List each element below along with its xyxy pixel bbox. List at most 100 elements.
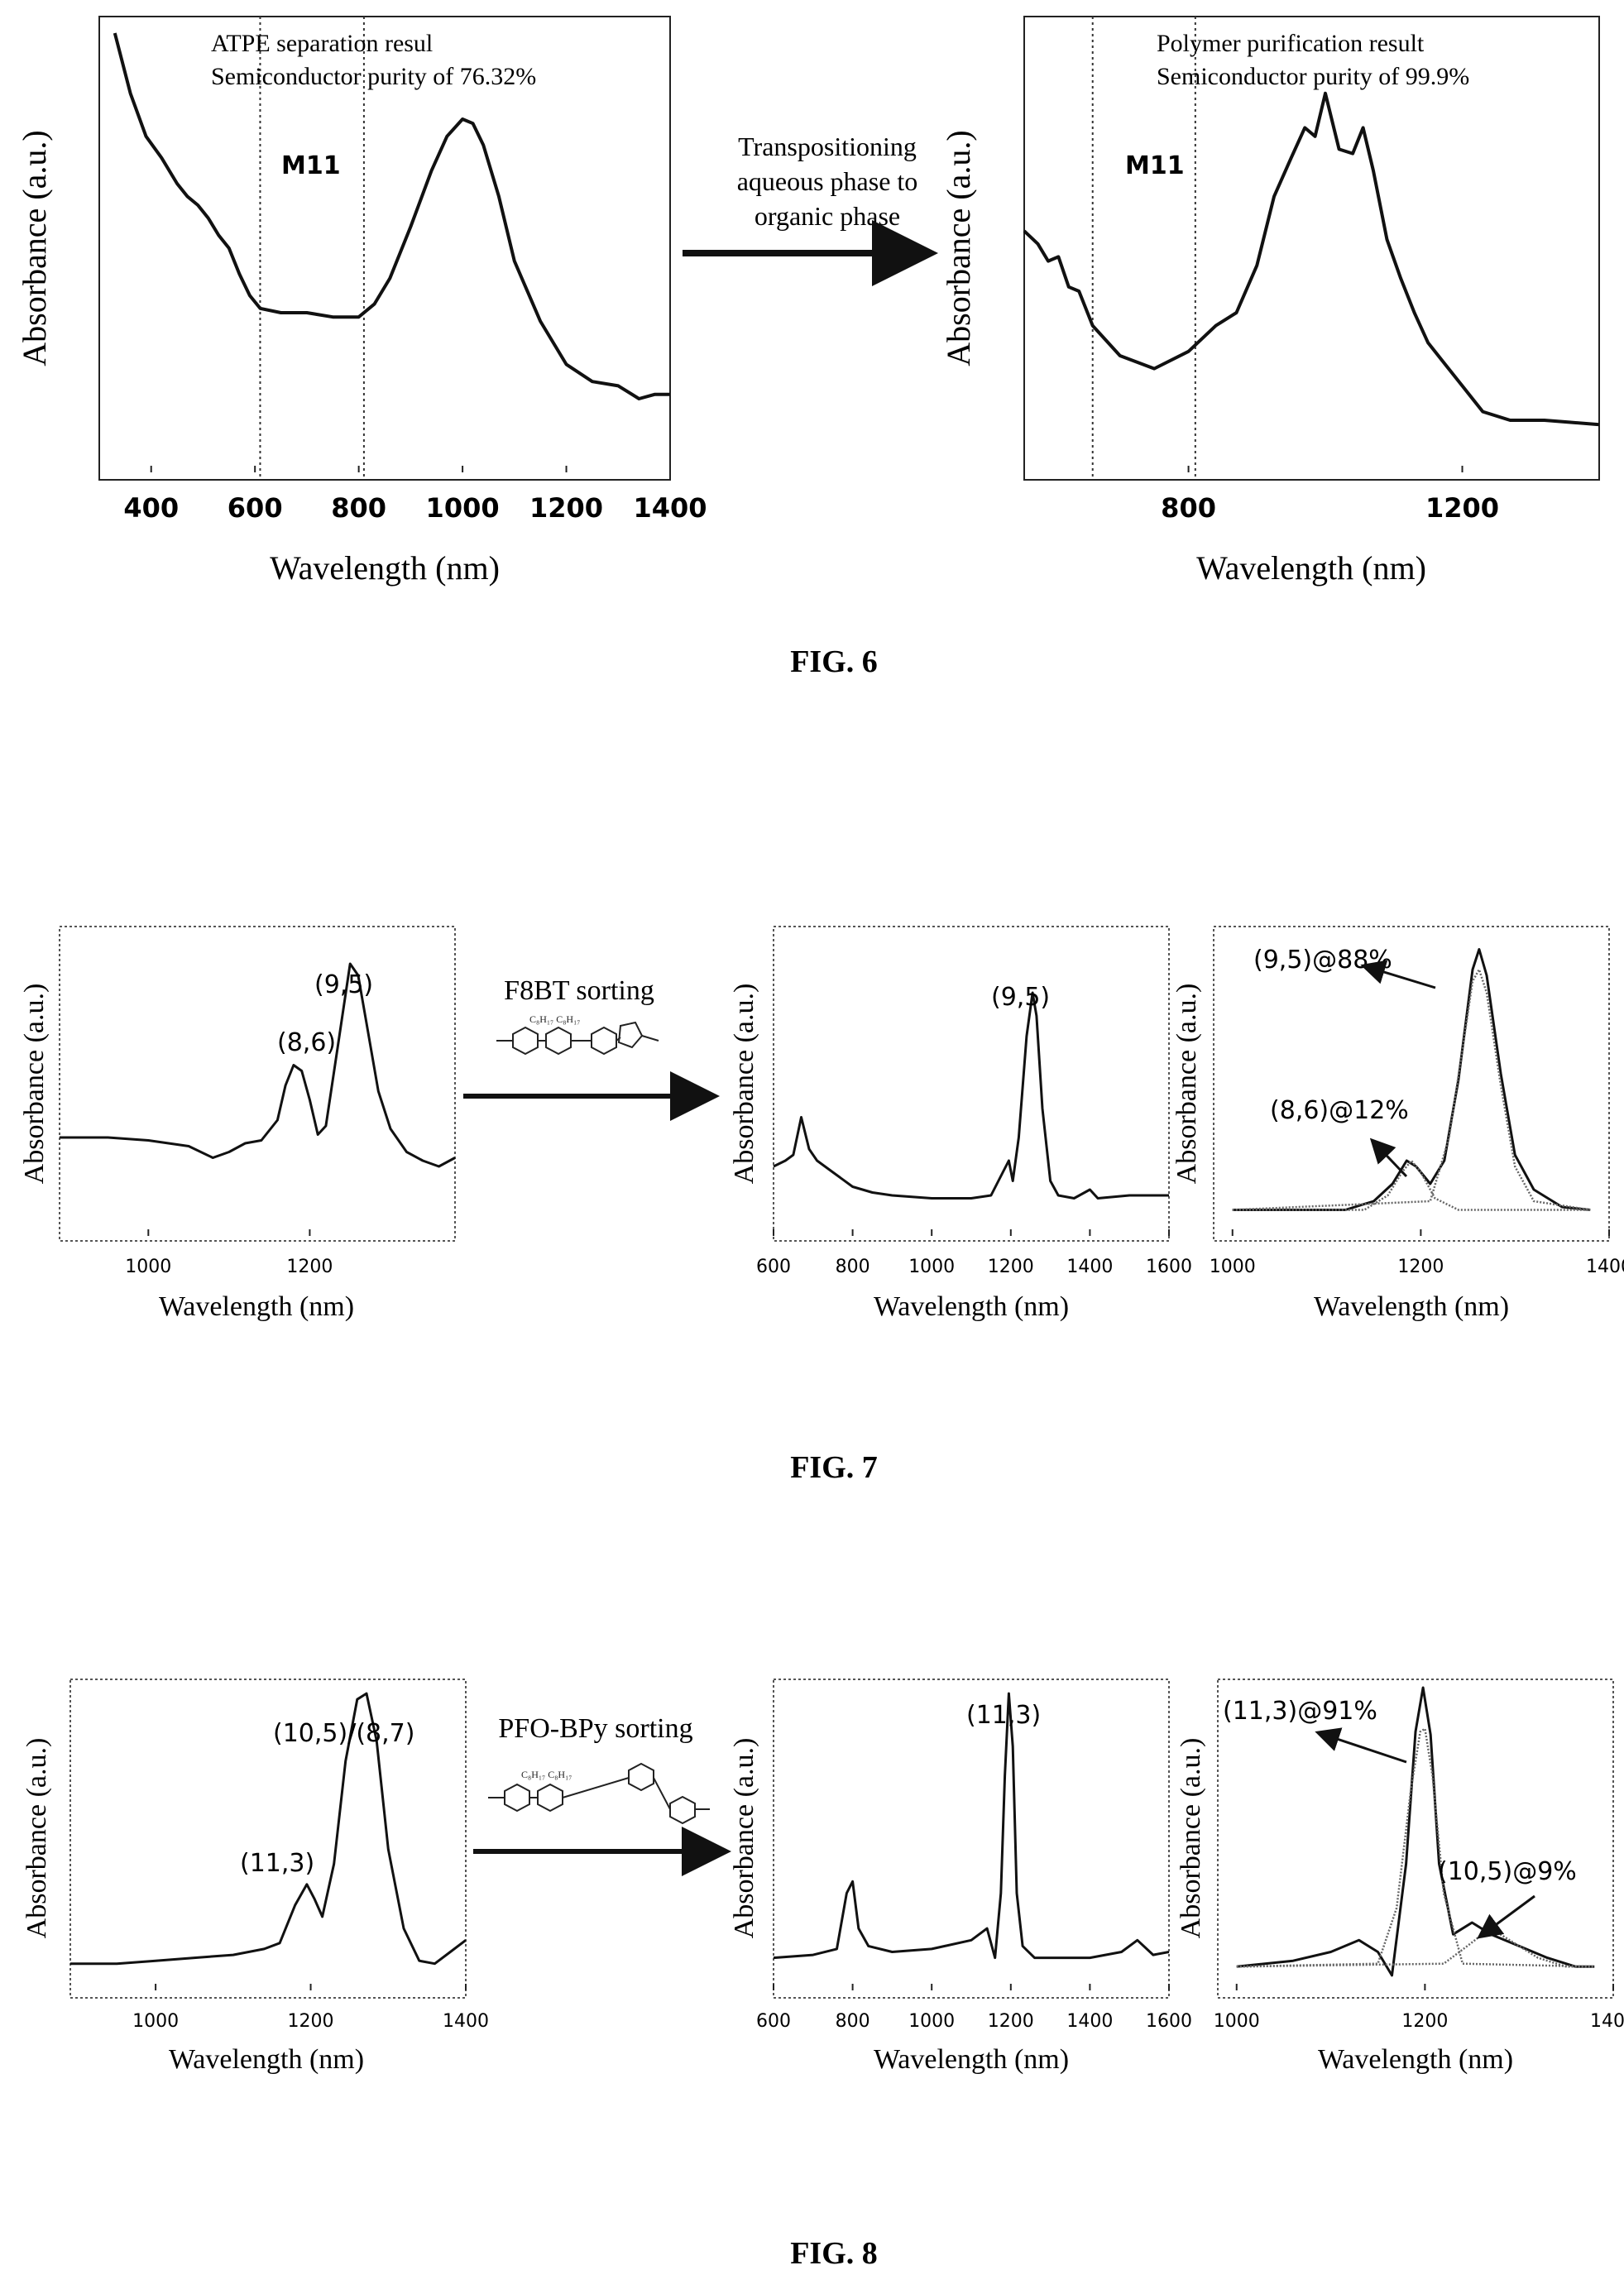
fig7-c-series-2 <box>1232 968 1591 1211</box>
fig8-b-xtick-label: 1000 <box>908 2011 955 2032</box>
fig6-arrow-text-2: aqueous phase to <box>737 166 918 196</box>
fig7-c-xtick-label: 1400 <box>1586 1257 1624 1277</box>
pfo-bpy-structure-icon: C₈H₁₇ C₈H₁₇ <box>488 1762 710 1825</box>
fig6-left-region-label: M11 <box>281 151 341 180</box>
fig8-b-xtick-label: 1200 <box>988 2011 1034 2032</box>
fig8-b-plot-area <box>773 1692 1170 1960</box>
fig7-panel-b: (9,5) Wavelength (nm) Absorbance (a.u.) … <box>729 926 1192 1322</box>
fig6-right-frame <box>1023 16 1600 481</box>
fig8-a-plot-area <box>70 1692 467 1966</box>
fig7-b-xtick-label: 1000 <box>908 1257 955 1277</box>
fig6-left-xtick-label: 1400 <box>633 492 707 524</box>
fig6-left-plot-area <box>113 17 670 480</box>
fig6-right-xlabel: Wavelength (nm) <box>1196 549 1426 587</box>
fig8-c-xtick-label: 1200 <box>1401 2011 1448 2032</box>
fig7-b-xlabel: Wavelength (nm) <box>874 1291 1069 1322</box>
fig8-b-ylabel: Absorbance (a.u.) <box>729 1738 759 1939</box>
fig6-right-series-0 <box>1023 91 1600 427</box>
fig8-b-peak-label-1: (11,3) <box>966 1701 1041 1730</box>
fig7-panel-c: (9,5)@88% (8,6)@12% Wavelength (nm) Abso… <box>1171 926 1624 1322</box>
fig6-right-panel: Polymer purification result Semiconducto… <box>940 16 1600 587</box>
fig8-b-xtick-label: 1400 <box>1066 2011 1113 2032</box>
fig7-b-series-0 <box>773 991 1169 1200</box>
fig7-panel-c-frame <box>1213 926 1610 1242</box>
fig7-a-xtick-label: 1200 <box>286 1257 333 1277</box>
fig6-left-series-0 <box>113 32 670 400</box>
fig6-left-xticks: 400 600 800 1000 1200 1400 <box>123 466 707 524</box>
fig6-left-xtick-label: 1000 <box>426 492 500 524</box>
fig8-a-xtick-label: 1000 <box>132 2011 179 2032</box>
fig7-c-ylabel: Absorbance (a.u.) <box>1171 984 1202 1185</box>
fig8-c-xtick-label: 1400 <box>1590 2011 1624 2032</box>
fig8-c-pointer-2 <box>1477 1894 1535 1939</box>
fig6-left-xtick-label: 800 <box>331 492 386 524</box>
fig8-panel-b: (11,3) Wavelength (nm) Absorbance (a.u.)… <box>729 1679 1192 2075</box>
fig7-c-xtick-label: 1200 <box>1397 1257 1444 1277</box>
fig6-arrow-group: Transpositioning aqueous phase to organi… <box>683 132 938 286</box>
svg-text:C₈H₁₇ C₈H₁₇: C₈H₁₇ C₈H₁₇ <box>521 1769 572 1780</box>
fig8-a-xtick-label: 1400 <box>443 2011 489 2032</box>
fig7-panel-a: (8,6) (9,5) Wavelength (nm) Absorbance (… <box>19 926 456 1322</box>
fig6-arrow-text-1: Transpositioning <box>738 132 917 161</box>
fig6-right-xtick-label: 800 <box>1161 492 1216 524</box>
fig7-b-xtick-label: 800 <box>836 1257 870 1277</box>
fig8-panel-c: (11,3)@91% (10,5)@9% Wavelength (nm) Abs… <box>1176 1679 1624 2075</box>
fig7-c-plot-area <box>1232 948 1591 1211</box>
fig7-a-plot-area <box>60 962 456 1168</box>
fig8-c-xticks: 1000 1200 1400 <box>1214 1984 1624 2032</box>
fig7-arrow-group: F8BT sorting C₈H₁₇ C₈H₁₇ <box>463 975 720 1121</box>
fig7-panel-b-frame <box>773 926 1170 1242</box>
fig7-a-xtick-label: 1000 <box>125 1257 171 1277</box>
fig6-right-annotation-1: Polymer purification result <box>1157 30 1425 57</box>
fig8-c-plot-area <box>1236 1686 1595 1977</box>
fig8-b-xtick-label: 1600 <box>1146 2011 1192 2032</box>
fig8-b-xlabel: Wavelength (nm) <box>874 2044 1069 2075</box>
fig6-left-ylabel: Absorbance (a.u.) <box>16 130 53 366</box>
fig6-left-xlabel: Wavelength (nm) <box>270 549 500 587</box>
fig8-arrow-group: PFO-BPy sorting C₈H₁₇ C₈H₁₇ <box>473 1713 731 1876</box>
fig7-c-xticks: 1000 1200 1400 <box>1210 1229 1624 1277</box>
fig6-left-frame <box>98 16 671 481</box>
fig8-c-peak-label-2: (10,5)@9% <box>1438 1857 1577 1886</box>
fig7-arrow-text: F8BT sorting <box>504 975 654 1006</box>
fig7-c-xtick-label: 1000 <box>1210 1257 1256 1277</box>
fig6-left-panel: ATPE separation resul Semiconductor puri… <box>16 16 707 587</box>
fig6-left-annotation-1: ATPE separation resul <box>211 30 433 57</box>
fig6: ATPE separation resul Semiconductor puri… <box>16 16 1600 679</box>
fig7-a-peak-label-1: (8,6) <box>277 1028 336 1057</box>
fig7-a-peak-label-2: (9,5) <box>314 970 373 999</box>
fig8-c-series-0 <box>1236 1686 1595 1977</box>
fig7-panel-a-frame <box>59 926 456 1242</box>
fig7-b-xtick-label: 1200 <box>988 1257 1034 1277</box>
fig8-a-ylabel: Absorbance (a.u.) <box>22 1738 52 1939</box>
fig8-a-peak-label-2: (10,5)/(8,7) <box>273 1719 414 1748</box>
fig8-a-peak-label-1: (11,3) <box>240 1849 314 1878</box>
fig7-c-peak-label-2: (8,6)@12% <box>1270 1096 1409 1125</box>
fig8-a-xtick-label: 1200 <box>288 2011 334 2032</box>
fig6-right-annotation-2: Semiconductor purity of 99.9% <box>1157 63 1469 90</box>
fig6-right-ylabel: Absorbance (a.u.) <box>940 130 977 366</box>
fig8-a-xticks: 1000 1200 1400 <box>132 1984 489 2032</box>
fig6-left-annotation-2: Semiconductor purity of 76.32% <box>211 63 536 90</box>
fig8-b-xticks: 600 800 1000 1200 1400 1600 <box>756 1984 1192 2032</box>
fig8-c-pointer-1 <box>1315 1727 1407 1764</box>
fig7-b-ylabel: Absorbance (a.u.) <box>729 984 759 1185</box>
fig6-right-xtick-label: 1200 <box>1425 492 1499 524</box>
fig8-a-xlabel: Wavelength (nm) <box>169 2044 364 2075</box>
fig8-caption: FIG. 8 <box>790 2236 878 2271</box>
fig7-a-series-0 <box>60 962 456 1168</box>
fig8: (11,3) (10,5)/(8,7) Wavelength (nm) Abso… <box>22 1679 1624 2271</box>
fig8-a-series-0 <box>70 1692 467 1966</box>
fig7-b-xtick-label: 1400 <box>1066 1257 1113 1277</box>
f8bt-structure-icon: C₈H₁₇ C₈H₁₇ <box>496 1013 659 1056</box>
fig8-b-xtick-label: 600 <box>756 2011 791 2032</box>
fig7-a-ylabel: Absorbance (a.u.) <box>19 984 50 1185</box>
fig7-b-xtick-label: 600 <box>756 1257 791 1277</box>
fig6-left-xtick-label: 600 <box>228 492 283 524</box>
fig8-panel-a: (11,3) (10,5)/(8,7) Wavelength (nm) Abso… <box>22 1679 489 2075</box>
fig8-c-ylabel: Absorbance (a.u.) <box>1176 1738 1206 1939</box>
fig7-c-pointer-1 <box>1360 960 1436 989</box>
fig7: (8,6) (9,5) Wavelength (nm) Absorbance (… <box>19 926 1624 1485</box>
fig7-c-peak-label-1: (9,5)@88% <box>1253 946 1392 975</box>
